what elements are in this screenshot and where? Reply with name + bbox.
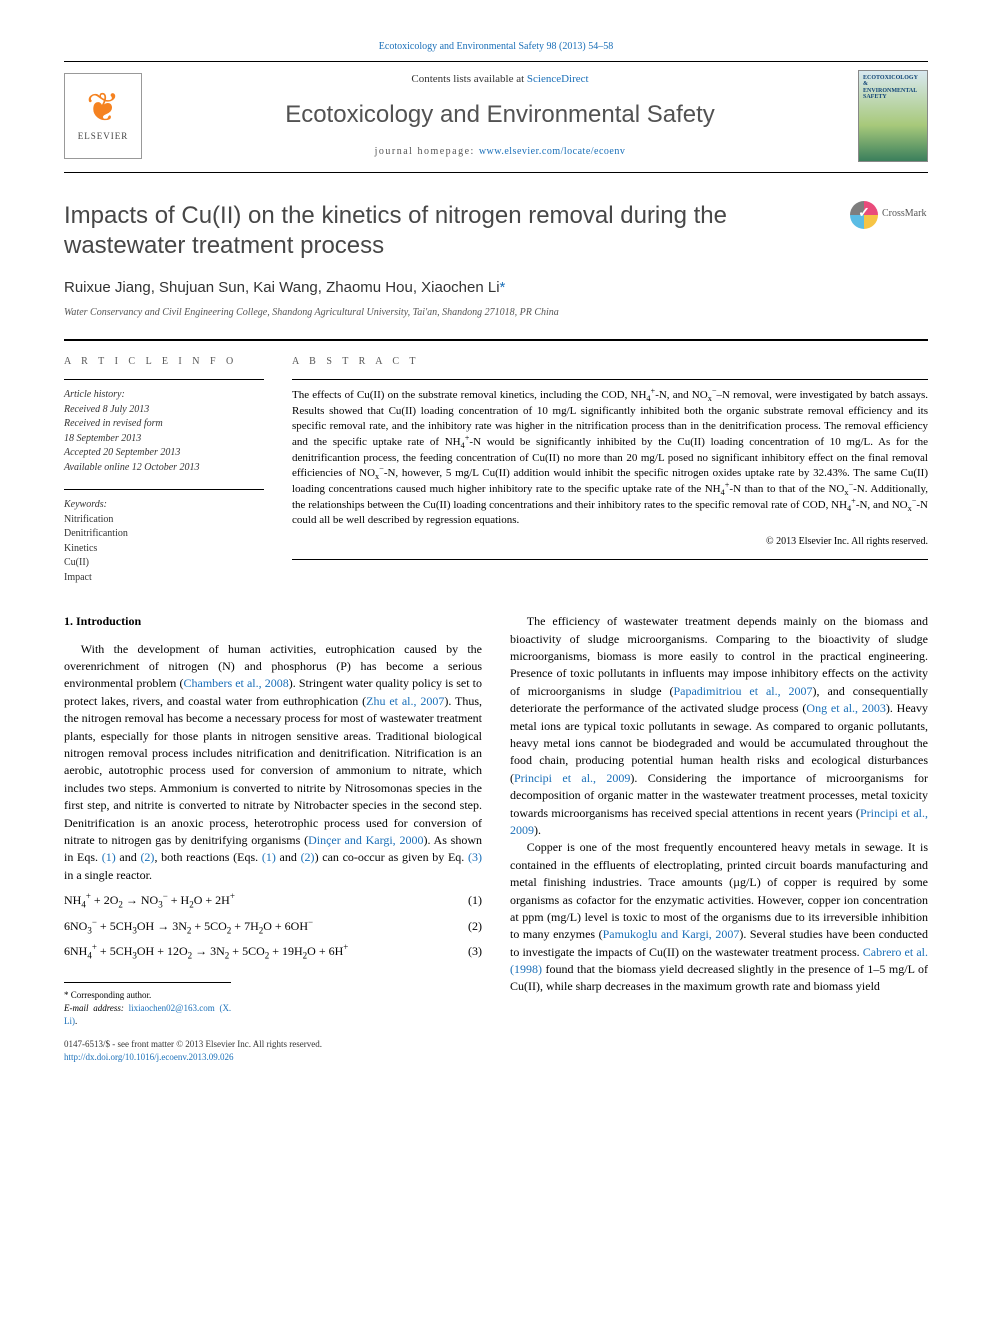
authors-text: Ruixue Jiang, Shujuan Sun, Kai Wang, Zha… (64, 279, 500, 296)
history-line: Available online 12 October 2013 (64, 461, 264, 476)
keyword: Cu(II) (64, 556, 264, 571)
ref-link[interactable]: Principi et al., 2009 (514, 771, 630, 785)
elsevier-tree-icon: ❦ (86, 88, 120, 128)
keyword: Nitrification (64, 513, 264, 528)
crossmark-badge[interactable]: ✓ CrossMark (850, 201, 928, 229)
ref-link[interactable]: Papadimitriou et al., 2007 (673, 684, 812, 698)
corr-label: * Corresponding author. (64, 989, 231, 1002)
abstract-column: A B S T R A C T The effects of Cu(II) on… (292, 341, 928, 586)
keywords-block: Keywords: Nitrification Denitrificantion… (64, 489, 264, 585)
divider (292, 559, 928, 560)
keywords-label: Keywords: (64, 498, 264, 513)
corresponding-mark[interactable]: * (500, 279, 506, 296)
intro-para-2: The efficiency of wastewater treatment d… (510, 613, 928, 839)
eq-ref[interactable]: (2) (140, 850, 154, 864)
copyright-line: © 2013 Elsevier Inc. All rights reserved… (292, 535, 928, 550)
affiliation: Water Conservancy and Civil Engineering … (64, 306, 928, 321)
article-history: Article history: Received 8 July 2013 Re… (64, 388, 264, 475)
footer-block: 0147-6513/$ - see front matter © 2013 El… (64, 1038, 482, 1064)
article-info-head: A R T I C L E I N F O (64, 355, 264, 370)
cover-thumb-title: ECOTOXICOLOGY & ENVIRONMENTAL SAFETY (863, 75, 923, 101)
crossmark-label: CrossMark (882, 207, 926, 222)
history-line: Received 8 July 2013 (64, 403, 264, 418)
homepage-prefix: journal homepage: (375, 146, 479, 157)
header-center: Contents lists available at ScienceDirec… (158, 72, 842, 159)
keyword: Impact (64, 571, 264, 586)
abstract-text: The effects of Cu(II) on the substrate r… (292, 388, 928, 528)
article-info-column: A R T I C L E I N F O Article history: R… (64, 341, 264, 586)
section-1-head: 1. Introduction (64, 613, 482, 630)
ref-link[interactable]: Chambers et al., 2008 (183, 676, 288, 690)
elsevier-label: ELSEVIER (78, 130, 129, 143)
abstract-head: A B S T R A C T (292, 355, 928, 370)
right-column: The efficiency of wastewater treatment d… (510, 613, 928, 1064)
journal-cover-thumb: ECOTOXICOLOGY & ENVIRONMENTAL SAFETY (858, 70, 928, 162)
ref-link[interactable]: Pamukoglu and Kargi, 2007 (603, 927, 740, 941)
eq-num: (3) (468, 943, 482, 960)
history-line: Accepted 20 September 2013 (64, 446, 264, 461)
article-title: Impacts of Cu(II) on the kinetics of nit… (64, 201, 838, 261)
history-label: Article history: (64, 388, 264, 403)
contents-line: Contents lists available at ScienceDirec… (158, 72, 842, 88)
ref-link[interactable]: Zhu et al., 2007 (366, 694, 444, 708)
eq-ref[interactable]: (1) (102, 850, 116, 864)
email-label: E-mail address: (64, 1003, 124, 1013)
keyword: Denitrificantion (64, 527, 264, 542)
ref-link[interactable]: Dinçer and Kargi, 2000 (308, 833, 423, 847)
authors-line: Ruixue Jiang, Shujuan Sun, Kai Wang, Zha… (64, 277, 928, 299)
contents-prefix: Contents lists available at (411, 73, 526, 85)
homepage-line: journal homepage: www.elsevier.com/locat… (158, 145, 842, 160)
elsevier-logo: ❦ ELSEVIER (64, 73, 142, 159)
history-line: 18 September 2013 (64, 432, 264, 447)
sciencedirect-link[interactable]: ScienceDirect (527, 73, 589, 85)
equation-2: 6NO3− + 5CH3OH → 3N2 + 5CO2 + 7H2O + 6OH… (64, 918, 482, 935)
left-column: 1. Introduction With the development of … (64, 613, 482, 1064)
homepage-link[interactable]: www.elsevier.com/locate/ecoenv (479, 146, 626, 157)
journal-header: ❦ ELSEVIER Contents lists available at S… (64, 61, 928, 173)
eq-ref[interactable]: (2) (301, 850, 315, 864)
eq-num: (2) (468, 918, 482, 935)
footer-issn: 0147-6513/$ - see front matter © 2013 El… (64, 1038, 482, 1051)
ref-link[interactable]: Ong et al., 2003 (806, 701, 885, 715)
eq-ref[interactable]: (1) (262, 850, 276, 864)
history-line: Received in revised form (64, 417, 264, 432)
doi-link[interactable]: http://dx.doi.org/10.1016/j.ecoenv.2013.… (64, 1052, 234, 1062)
equation-1: NH4+ + 2O2 → NO3− + H2O + 2H+ (1) (64, 892, 482, 909)
intro-para-3: Copper is one of the most frequently enc… (510, 839, 928, 996)
intro-para-1: With the development of human activities… (64, 641, 482, 884)
keyword: Kinetics (64, 542, 264, 557)
eq-num: (1) (468, 892, 482, 909)
equation-3: 6NH4+ + 5CH3OH + 12O2 → 3N2 + 5CO2 + 19H… (64, 943, 482, 960)
eq-ref[interactable]: (3) (468, 850, 482, 864)
citation-header[interactable]: Ecotoxicology and Environmental Safety 9… (64, 40, 928, 55)
corresponding-author-block: * Corresponding author. E-mail address: … (64, 982, 231, 1028)
crossmark-icon: ✓ (850, 201, 878, 229)
journal-name: Ecotoxicology and Environmental Safety (158, 98, 842, 133)
